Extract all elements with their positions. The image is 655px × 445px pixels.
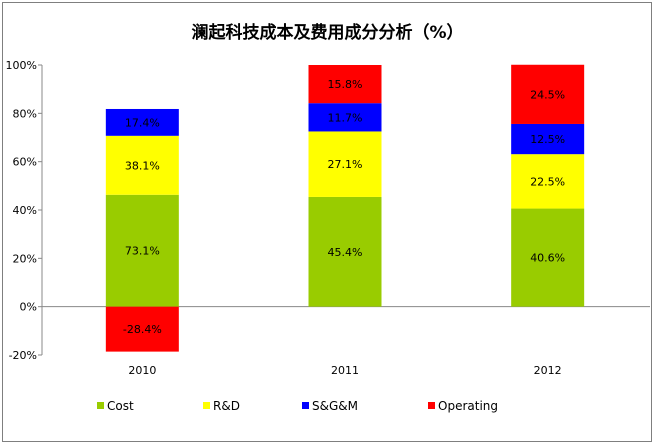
data-label: 22.5%: [530, 175, 565, 188]
data-label: 11.7%: [328, 111, 363, 124]
data-label: 17.4%: [125, 116, 160, 129]
data-label: 38.1%: [125, 159, 160, 172]
y-tick-label: 100%: [6, 59, 37, 72]
legend-swatch: [302, 402, 309, 409]
data-label: 12.5%: [530, 133, 565, 146]
data-label: 27.1%: [328, 158, 363, 171]
data-label: 15.8%: [328, 78, 363, 91]
chart-title: 澜起科技成本及费用成分分析（%）: [191, 23, 464, 43]
x-tick-label: 2012: [534, 364, 562, 377]
data-label: 24.5%: [530, 88, 565, 101]
bar-segment-rd: [105, 135, 179, 195]
y-tick-label: 0%: [20, 301, 37, 314]
bar-segment-rd: [308, 131, 382, 197]
y-tick-label: 60%: [13, 156, 37, 169]
legend-label: Operating: [438, 399, 498, 413]
y-tick-label: 80%: [13, 107, 37, 120]
bar-segment-operating: [511, 64, 585, 124]
legend-swatch: [97, 402, 104, 409]
legend-label: R&D: [213, 399, 240, 413]
legend-label: S&G&M: [312, 399, 358, 413]
data-label: 40.6%: [530, 252, 565, 265]
x-tick-label: 2010: [128, 364, 156, 377]
bar-segment-sgm: [511, 123, 585, 155]
y-tick-label: -20%: [9, 349, 37, 362]
data-label: -28.4%: [123, 323, 162, 336]
bar-segment-operating: [308, 65, 382, 104]
bar-segment-operating: [105, 306, 179, 352]
legend-swatch: [428, 402, 435, 409]
bar-segment-cost: [511, 208, 585, 307]
y-tick-label: 40%: [13, 204, 37, 217]
x-tick-label: 2011: [331, 364, 359, 377]
legend-swatch: [203, 402, 210, 409]
bar-segment-cost: [308, 196, 382, 307]
legend-label: Cost: [107, 399, 134, 413]
bar-segment-sgm: [308, 103, 382, 132]
bar-segment-cost: [105, 194, 179, 307]
bar-segment-rd: [511, 154, 585, 209]
bar-segment-sgm: [105, 108, 179, 136]
data-label: 73.1%: [125, 245, 160, 258]
data-label: 45.4%: [328, 246, 363, 259]
y-tick-label: 20%: [13, 252, 37, 265]
